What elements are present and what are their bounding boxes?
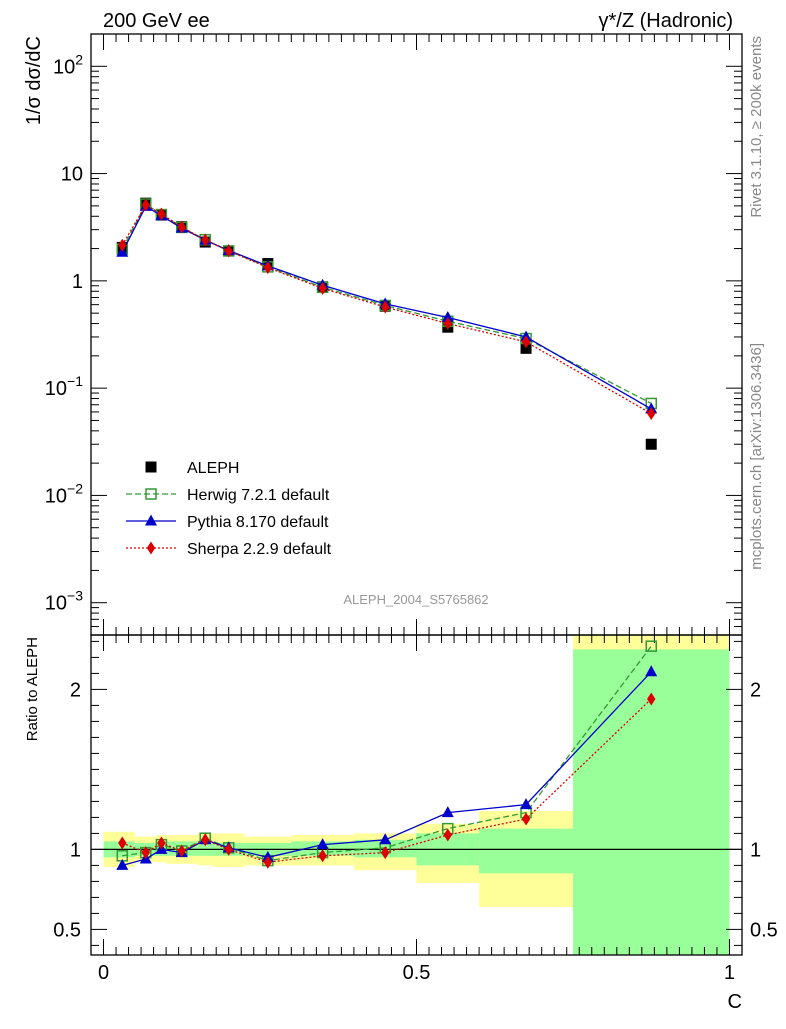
ratio-ytick-label: 0.5: [53, 919, 81, 941]
main-data-point: [647, 407, 656, 421]
main-ylabel: 1/σ dσ/dC: [23, 36, 45, 125]
main-data-point: [443, 317, 452, 331]
legend-entry: Sherpa 2.2.9 default: [126, 541, 332, 558]
ratio-ytick-label-right: 2: [750, 679, 761, 701]
analysis-tag: ALEPH_2004_S5765862: [343, 592, 488, 607]
axis-tick-labels: 10−3 10−2 10−1 1 10 102 0 0.5 1 0.5 0.5 1 1 2 2: [45, 51, 778, 984]
legend-entry: Pythia 8.170 default: [126, 514, 329, 531]
main-ytick-label: 10−2: [45, 480, 83, 507]
main-ytick-label: 10−3: [45, 588, 83, 615]
legend-entry: Herwig 7.2.1 default: [126, 487, 330, 504]
ratio-ytick-label: 2: [70, 679, 81, 701]
ratio-data-point: [521, 812, 531, 826]
rivet-version-label: Rivet 3.1.10, ≥ 200k events: [748, 36, 765, 218]
ratio-ytick-label-right: 0.5: [750, 919, 778, 941]
ratio-uncertainty-bands: [103, 635, 730, 955]
ratio-band-green: [197, 841, 214, 856]
main-data-point: [177, 220, 186, 234]
legend-label: Sherpa 2.2.9 default: [187, 541, 332, 558]
ratio-data-point: [116, 858, 129, 870]
ratio-data-point: [263, 855, 273, 869]
main-data-point: [157, 207, 166, 221]
ratio-data-point: [157, 836, 166, 850]
main-data-point: [381, 300, 390, 314]
legend-marker: [146, 541, 156, 555]
main-data-point: [263, 261, 273, 275]
legend-label: Pythia 8.170 default: [187, 514, 329, 531]
ratio-band-green: [479, 828, 573, 874]
ratio-data-point: [141, 846, 150, 860]
main-series: [116, 197, 658, 450]
main-data-point: [118, 238, 127, 252]
ratio-series-line: [122, 645, 652, 862]
legend-marker: [145, 488, 157, 500]
legend-entry: ALEPH: [145, 460, 239, 477]
ratio-data-point: [645, 665, 658, 677]
ratio-ylabel: Ratio to ALEPH: [24, 637, 41, 741]
main-data-point: [201, 233, 210, 247]
axis-ticks: [91, 33, 742, 955]
ratio-data-point: [381, 846, 390, 860]
ratio-series: [116, 640, 658, 870]
main-data-point: [224, 244, 233, 258]
ratio-data-point: [441, 806, 454, 818]
header-right-label: γ*/Z (Hadronic): [599, 10, 733, 32]
xlabel: C: [728, 991, 742, 1013]
ratio-data-point: [177, 844, 186, 858]
mcplots-label: mcplots.cern.ch [arXiv:1306.3436]: [748, 343, 765, 570]
main-data-point: [521, 335, 531, 349]
main-data-point: [318, 281, 327, 295]
legend-label: Herwig 7.2.1 default: [187, 487, 330, 504]
ratio-data-point: [224, 842, 233, 856]
ratio-data-point: [520, 798, 533, 810]
main-ytick-label: 1: [72, 271, 83, 293]
ratio-data-point: [118, 836, 127, 850]
legend: ALEPH Herwig 7.2.1 default Pythia 8.170 de…: [126, 460, 332, 558]
ratio-ytick-label-right: 1: [750, 839, 761, 861]
ratio-data-point: [201, 833, 210, 847]
main-ytick-label: 102: [53, 51, 83, 78]
main-data-point: [441, 311, 454, 323]
ratio-data-point: [443, 828, 452, 842]
ratio-series-sherpa: [118, 692, 656, 869]
ratio-data-point: [379, 833, 392, 845]
ratio-ytick-label: 1: [70, 839, 81, 861]
main-ytick-label: 10: [61, 164, 83, 186]
ratio-xtick-label: 0.5: [403, 962, 431, 984]
ratio-data-point: [318, 849, 327, 863]
main-data-point: [645, 438, 657, 450]
legend-marker: [145, 461, 157, 473]
ratio-data-point: [647, 692, 656, 706]
legend-marker: [145, 514, 157, 526]
legend-label: ALEPH: [187, 460, 239, 477]
header-left-label: 200 GeV ee: [103, 10, 210, 32]
main-ytick-label: 10−1: [45, 373, 83, 400]
ratio-xtick-label: 1: [724, 962, 735, 984]
main-series-sherpa: [118, 198, 656, 421]
ratio-data-point: [645, 640, 657, 652]
ratio-xtick-label: 0: [98, 962, 109, 984]
main-data-point: [141, 198, 150, 212]
ratio-data-point: [316, 838, 329, 850]
